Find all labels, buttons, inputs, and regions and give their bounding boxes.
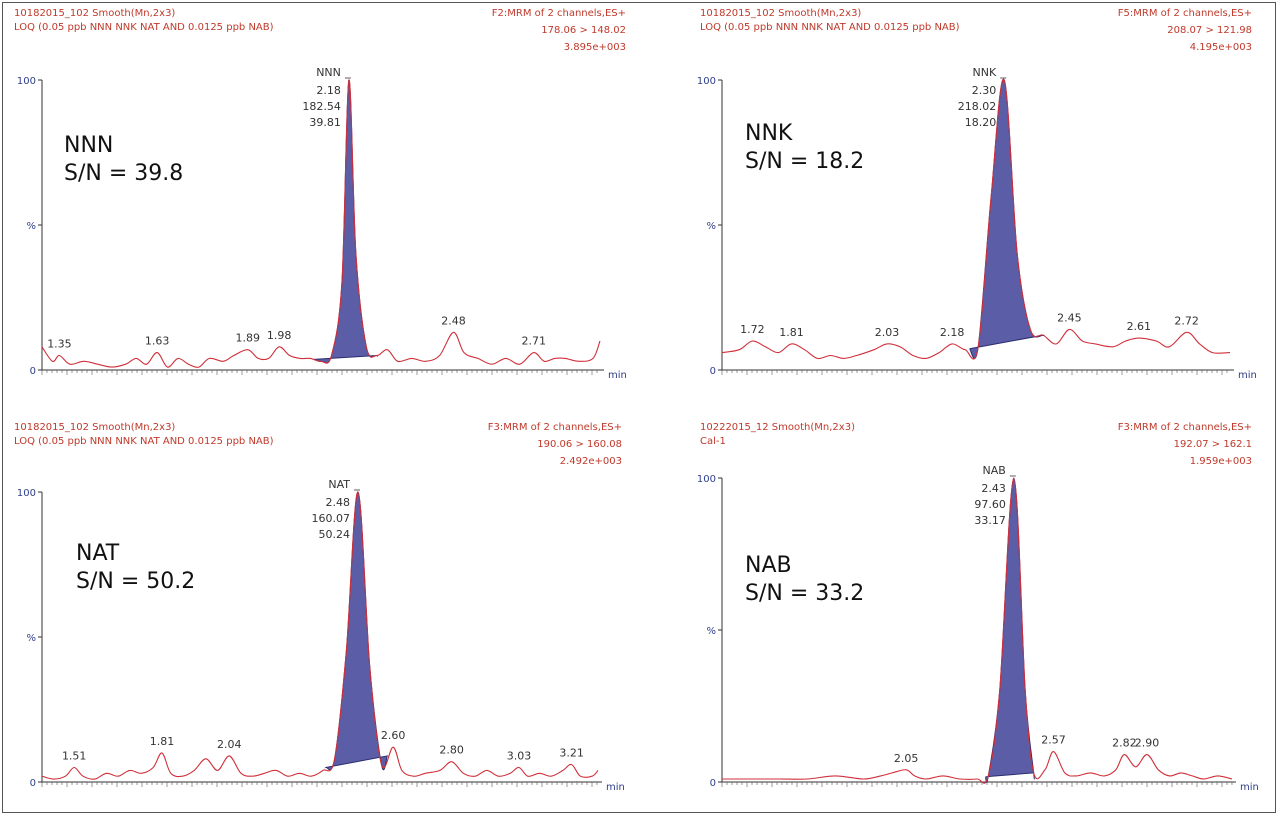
peak-time-label: 1.63 (145, 335, 170, 348)
peak-time-label: 2.57 (1041, 734, 1066, 747)
main-peak-label: 2.43 (981, 482, 1006, 495)
analyte-annotation: S/N = 33.2 (745, 581, 864, 606)
header-right-line: F2:MRM of 2 channels,ES+ (492, 8, 626, 19)
x-axis-label: min (1238, 370, 1257, 381)
header-right-line: 192.07 > 162.1 (1174, 439, 1252, 450)
peak-time-label: 3.21 (559, 747, 584, 760)
main-peak-label: 2.18 (316, 84, 341, 97)
header-left-line: Cal-1 (700, 436, 726, 447)
y-tick-label: 0 (710, 778, 716, 789)
main-peak-label: 218.02 (958, 100, 997, 113)
main-peak-label: NNN (316, 66, 341, 79)
trace-line (722, 477, 1233, 784)
chromatogram-panel-1: 10182015_102 Smooth(Mn,2x3) LOQ (0.05 ppb… (14, 8, 627, 381)
trace-line (41, 491, 599, 780)
main-peak-label: 39.81 (309, 116, 341, 129)
peak-time-label: 1.51 (62, 750, 87, 763)
peak-time-label: 1.72 (740, 323, 765, 336)
y-tick-label: 0 (710, 366, 716, 377)
header-left-line: 10182015_102 Smooth(Mn,2x3) (14, 422, 175, 433)
analyte-annotation: NNN (64, 133, 113, 158)
peak-time-label: 2.18 (940, 326, 965, 339)
y-tick-label: 100 (17, 76, 36, 87)
header-right-line: 1.959e+003 (1190, 456, 1252, 467)
peak-time-label: 3.03 (507, 750, 532, 763)
main-peak-label: 2.30 (972, 84, 997, 97)
main-peak-label: 182.54 (302, 100, 341, 113)
header-left-line: 10182015_102 Smooth(Mn,2x3) (700, 8, 861, 19)
header-right-line: 2.492e+003 (560, 456, 622, 467)
main-peak-label: NAT (328, 478, 350, 491)
y-tick-label: 0 (30, 366, 36, 377)
header-right-line: F3:MRM of 2 channels,ES+ (488, 422, 622, 433)
peak-time-label: 1.89 (236, 332, 261, 345)
peak-time-label: 2.82 (1112, 737, 1137, 750)
peak-time-label: 2.03 (875, 326, 900, 339)
header-right-line: 190.06 > 160.08 (537, 439, 622, 450)
chromatogram-panel-2: 10182015_102 Smooth(Mn,2x3) LOQ (0.05 ppb… (697, 8, 1257, 381)
trace-line (41, 79, 601, 368)
header-right-line: 178.06 > 148.02 (541, 25, 626, 36)
peak-time-label: 2.48 (441, 314, 466, 327)
header-right-line: 3.895e+003 (564, 42, 626, 53)
header-left-line: LOQ (0.05 ppb NNN NNK NAT AND 0.0125 ppb… (14, 436, 274, 447)
header-right-line: 208.07 > 121.98 (1167, 25, 1252, 36)
peak-time-label: 1.81 (150, 735, 175, 748)
chromatogram-panel-3: 10182015_102 Smooth(Mn,2x3) LOQ (0.05 ppb… (14, 422, 625, 793)
peak-time-label: 2.71 (521, 335, 546, 348)
analyte-annotation: S/N = 39.8 (64, 161, 183, 186)
trace-line (721, 78, 1231, 360)
peak-time-label: 1.98 (267, 329, 292, 342)
main-peak-label: 2.48 (326, 496, 351, 509)
chromatogram-panel-4: 10222015_12 Smooth(Mn,2x3) Cal-1 F3:MRM of… (697, 422, 1259, 793)
y-tick-label: % (26, 633, 36, 644)
peak-time-label: 2.60 (381, 729, 406, 742)
header-right-line: F3:MRM of 2 channels,ES+ (1118, 422, 1252, 433)
y-tick-label: % (26, 221, 36, 232)
header-left-line: LOQ (0.05 ppb NNN NNK NAT AND 0.0125 ppb… (14, 22, 274, 33)
peak-time-label: 2.90 (1135, 737, 1160, 750)
y-tick-label: 100 (697, 76, 716, 87)
analyte-annotation: NAT (76, 541, 120, 566)
peak-time-label: 1.35 (47, 338, 72, 351)
header-right-line: 4.195e+003 (1190, 42, 1252, 53)
main-peak-label: 33.17 (974, 514, 1006, 527)
y-tick-label: 100 (17, 488, 36, 499)
x-axis-label: min (608, 370, 627, 381)
main-peak-label: NNK (973, 66, 997, 79)
peak-time-label: 2.61 (1127, 320, 1152, 333)
main-peak-label: 18.20 (965, 116, 997, 129)
header-right-line: F5:MRM of 2 channels,ES+ (1118, 8, 1252, 19)
header-left-line: 10182015_102 Smooth(Mn,2x3) (14, 8, 175, 19)
peak-time-label: 2.04 (217, 738, 242, 751)
x-axis-label: min (1240, 782, 1259, 793)
peak-time-label: 1.81 (779, 326, 804, 339)
peak-time-label: 2.72 (1174, 314, 1199, 327)
peak-time-label: 2.45 (1057, 311, 1082, 324)
x-axis-label: min (606, 782, 625, 793)
peak-time-label: 2.05 (894, 752, 919, 765)
analyte-annotation: NNK (745, 121, 793, 146)
analyte-annotation: S/N = 50.2 (76, 569, 195, 594)
main-peak-label: 160.07 (312, 512, 351, 525)
header-left-line: 10222015_12 Smooth(Mn,2x3) (700, 422, 855, 433)
y-tick-label: % (706, 221, 716, 232)
y-tick-label: % (706, 626, 716, 637)
analyte-annotation: NAB (745, 553, 792, 578)
y-tick-label: 0 (30, 778, 36, 789)
header-left-line: LOQ (0.05 ppb NNN NNK NAT AND 0.0125 ppb… (700, 22, 960, 33)
analyte-annotation: S/N = 18.2 (745, 149, 864, 174)
peak-time-label: 2.80 (439, 744, 464, 757)
main-peak-label: 97.60 (974, 498, 1006, 511)
y-tick-label: 100 (697, 474, 716, 485)
main-peak-label: NAB (983, 464, 1006, 477)
main-peak-label: 50.24 (319, 528, 351, 541)
